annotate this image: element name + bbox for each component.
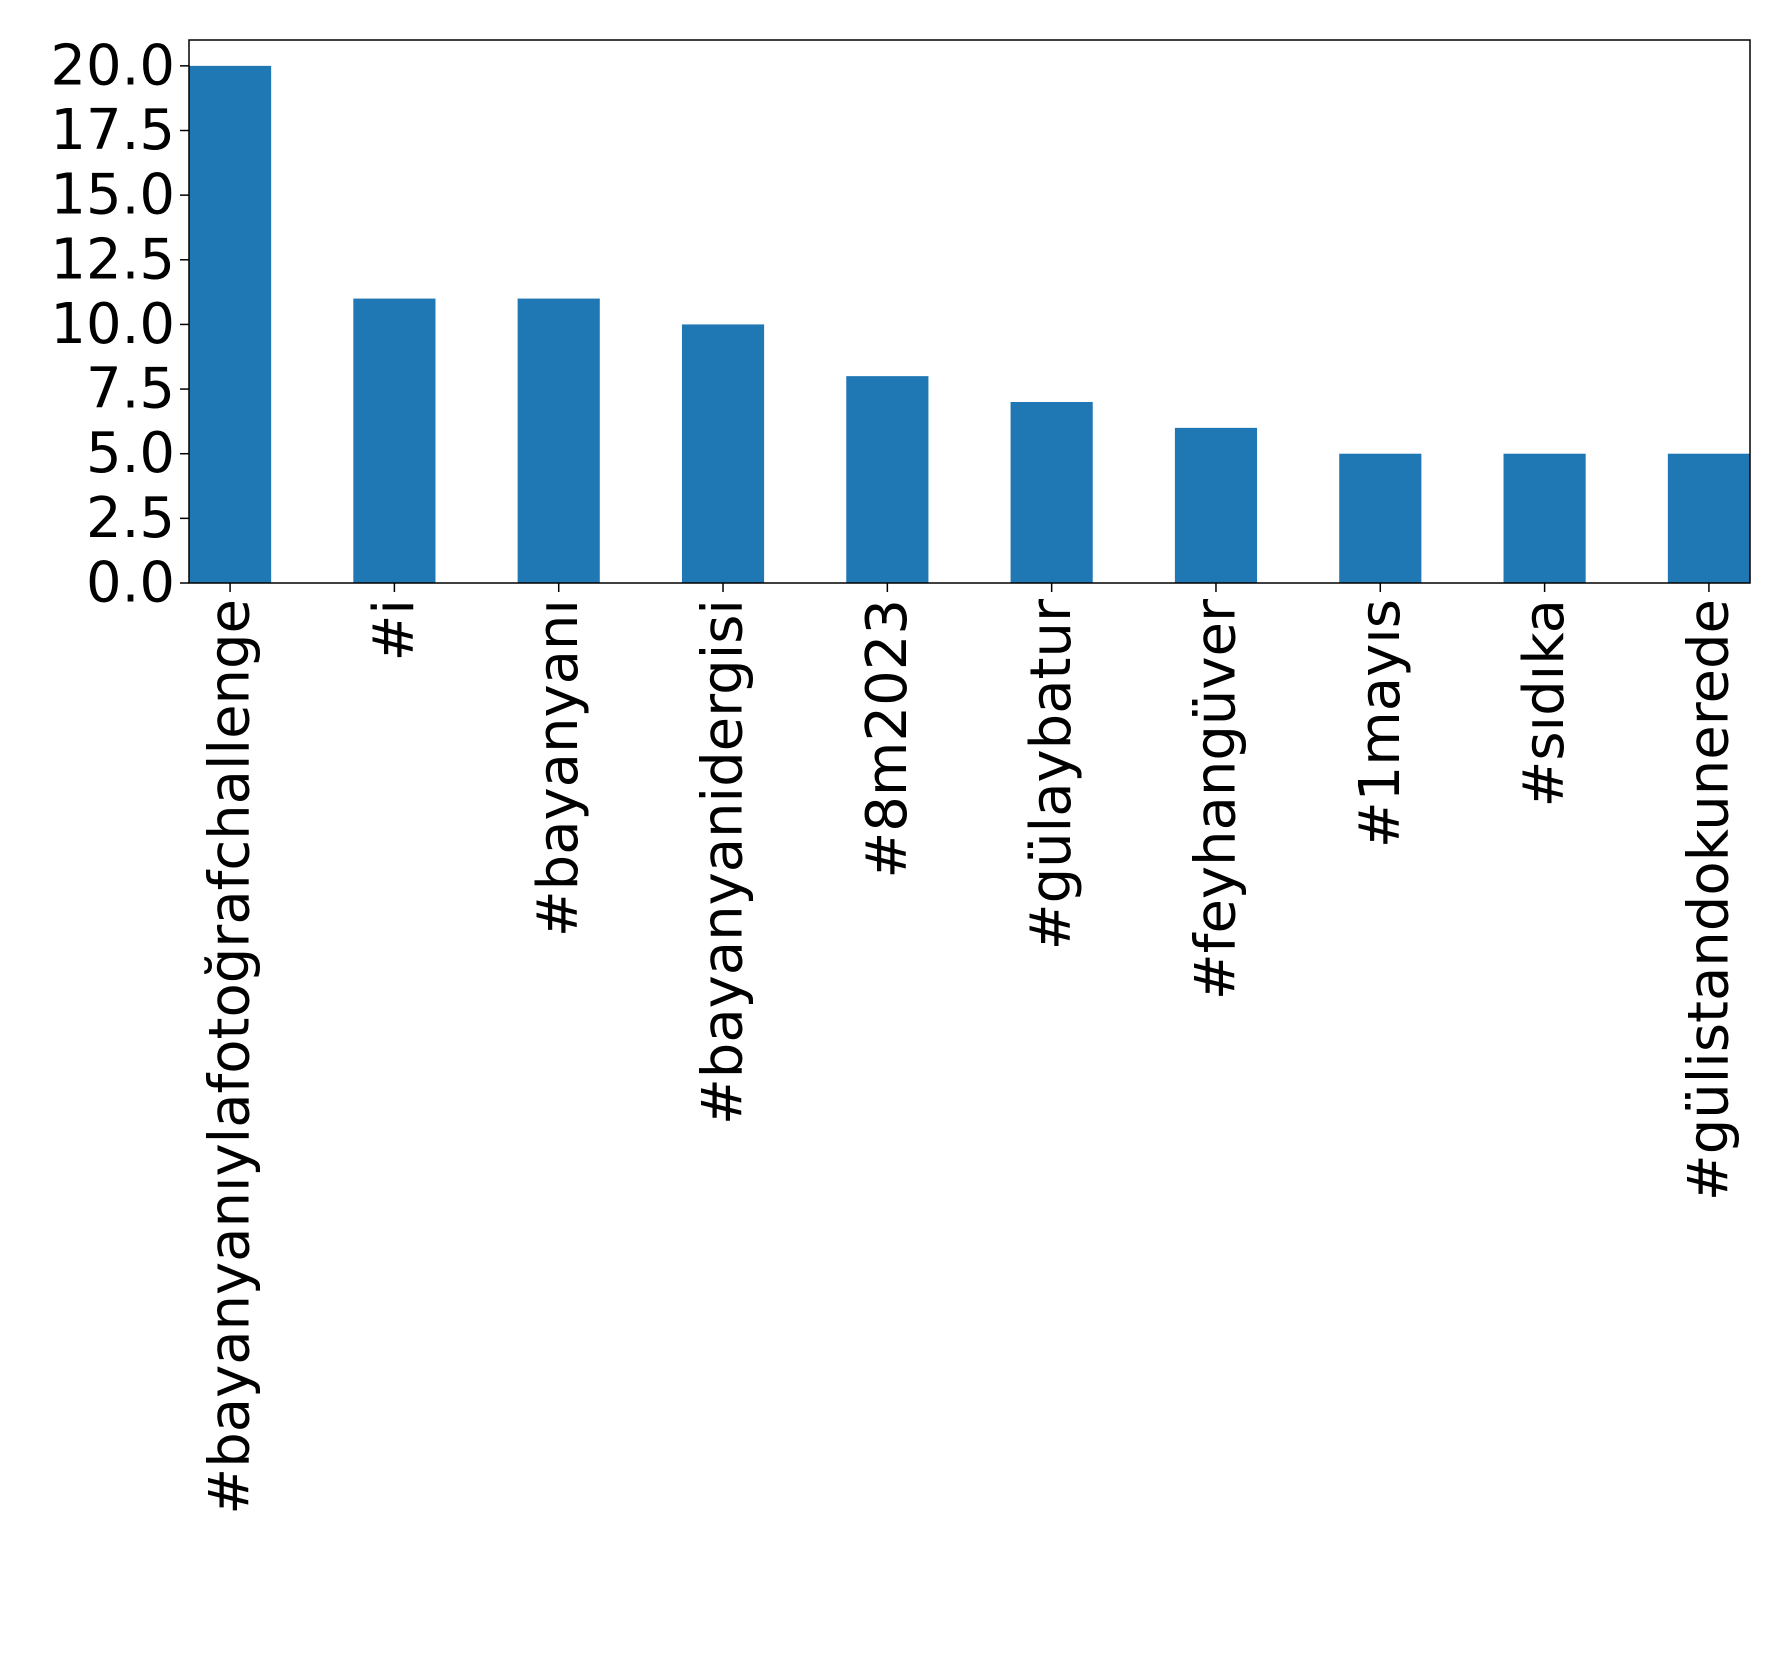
x-tick-label: #bayanyanı bbox=[526, 599, 591, 937]
y-tick-label: 5.0 bbox=[86, 421, 175, 486]
bar-1 bbox=[353, 298, 436, 583]
bar-0 bbox=[189, 65, 272, 584]
x-tick-label: #sıdıka bbox=[1512, 599, 1577, 808]
x-tick-label: #bayanyanidergisi bbox=[691, 599, 756, 1125]
x-tick-label: #8m2023 bbox=[855, 599, 920, 879]
x-tick-label: #gülistandokunerede bbox=[1676, 599, 1741, 1201]
y-tick-label: 20.0 bbox=[50, 33, 175, 98]
x-tick-label: #i bbox=[362, 599, 427, 661]
y-axis: 0.02.55.07.510.012.515.017.520.0 bbox=[50, 33, 189, 616]
plot-area-frame bbox=[188, 39, 1751, 584]
bar-3 bbox=[681, 324, 765, 583]
x-tick-label: #gülaybatur bbox=[1019, 598, 1084, 950]
y-tick-label: 2.5 bbox=[86, 486, 175, 551]
x-tick-label: #feyhangüver bbox=[1183, 598, 1248, 1000]
y-tick-label: 7.5 bbox=[86, 357, 175, 422]
y-tick-label: 15.0 bbox=[50, 163, 175, 228]
bar-6 bbox=[1174, 427, 1258, 583]
x-tick-label: #1mayıs bbox=[1348, 599, 1413, 848]
y-tick-label: 10.0 bbox=[50, 292, 175, 357]
bar-2 bbox=[517, 298, 600, 583]
bars-layer bbox=[189, 65, 1750, 584]
bar-8 bbox=[1503, 453, 1586, 583]
x-tick-label: #bayanyanıylafotoğrafchallenge bbox=[198, 599, 263, 1515]
y-tick-label: 12.5 bbox=[50, 227, 175, 292]
x-axis: #bayanyanıylafotoğrafchallenge #i #bayanya… bbox=[198, 583, 1741, 1515]
bar-5 bbox=[1010, 402, 1093, 583]
y-tick-label: 17.5 bbox=[50, 98, 175, 163]
bar-7 bbox=[1339, 453, 1422, 583]
bar-9 bbox=[1667, 453, 1750, 583]
y-tick-label: 0.0 bbox=[86, 551, 175, 616]
bar-4 bbox=[846, 376, 929, 583]
